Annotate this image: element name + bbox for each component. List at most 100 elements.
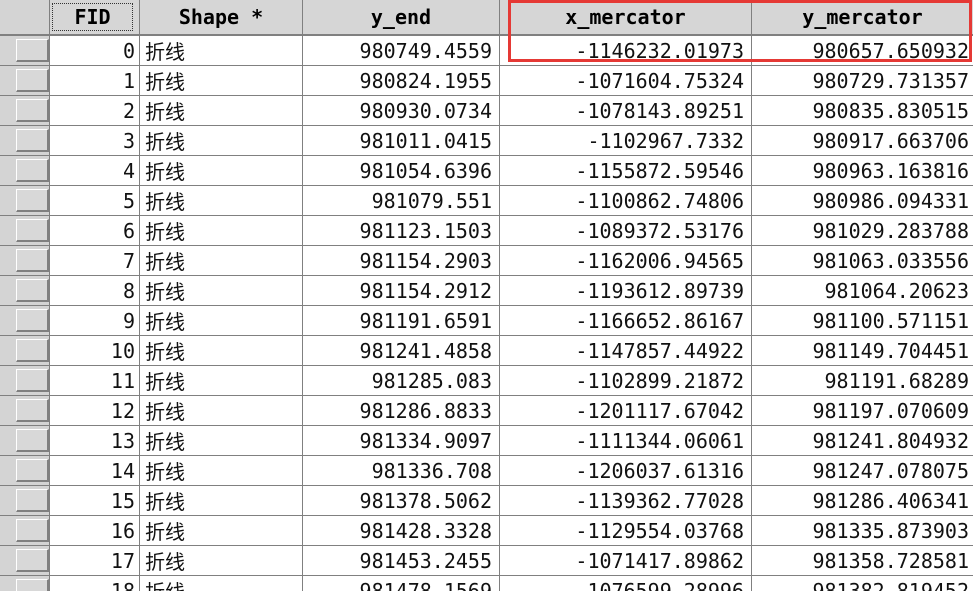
row-selector[interactable] — [0, 246, 50, 276]
row-selector[interactable] — [0, 456, 50, 486]
cell-y-mercator: 980986.094331 — [752, 186, 973, 216]
table-row[interactable]: 5 折线 981079.551 -1100862.74806 980986.094331 — [0, 186, 973, 216]
table-row[interactable]: 0 折线 980749.4559 -1146232.01973 980657.65093… — [0, 36, 973, 66]
column-header-fid[interactable]: FID — [50, 0, 140, 34]
row-selector-button[interactable] — [16, 159, 49, 182]
cell-fid: 18 — [50, 576, 140, 591]
row-selector[interactable] — [0, 516, 50, 546]
cell-x-mercator: -1193612.89739 — [500, 276, 752, 306]
row-selector-button[interactable] — [16, 69, 49, 92]
row-selector[interactable] — [0, 396, 50, 426]
cell-y-mercator: 981241.804932 — [752, 426, 973, 456]
cell-y-end: 981241.4858 — [303, 336, 500, 366]
cell-fid: 3 — [50, 126, 140, 156]
cell-x-mercator: -1206037.61316 — [500, 456, 752, 486]
cell-y-end: 981334.9097 — [303, 426, 500, 456]
row-selector-button[interactable] — [16, 399, 49, 422]
cell-shape: 折线 — [140, 276, 303, 306]
column-header-y-mercator[interactable]: y_mercator — [802, 5, 923, 29]
table-row[interactable]: 13 折线 981334.9097 -1111344.06061 981241.8049… — [0, 426, 973, 456]
cell-shape: 折线 — [140, 156, 303, 186]
row-selector-button[interactable] — [16, 549, 49, 572]
row-selector-button[interactable] — [16, 489, 49, 512]
row-selector[interactable] — [0, 546, 50, 576]
table-row[interactable]: 18折线981478.1569-1076599.28996981382.8194… — [0, 576, 973, 591]
table-row[interactable]: 1 折线 980824.1955 -1071604.75324 980729.73135… — [0, 66, 973, 96]
row-selector-button[interactable] — [16, 279, 49, 302]
table-row[interactable]: 11 折线 981285.083 -1102899.21872 981191.68289 — [0, 366, 973, 396]
row-selector-button[interactable] — [16, 39, 49, 62]
column-header-shape[interactable]: Shape * — [140, 0, 303, 34]
table-row[interactable]: 7 折线 981154.2903 -1162006.94565 981063.03355… — [0, 246, 973, 276]
cell-y-end: 981191.6591 — [303, 306, 500, 336]
row-selector[interactable] — [0, 126, 50, 156]
cell-shape: 折线 — [140, 546, 303, 576]
table-row[interactable]: 12 折线 981286.8833 -1201117.67042 981197.0706… — [0, 396, 973, 426]
cell-shape: 折线 — [140, 246, 303, 276]
cell-fid: 16 — [50, 516, 140, 546]
row-selector[interactable] — [0, 216, 50, 246]
cell-fid: 8 — [50, 276, 140, 306]
cell-fid: 6 — [50, 216, 140, 246]
table-row[interactable]: 10 折线 981241.4858 -1147857.44922 981149.7044… — [0, 336, 973, 366]
row-selector-button[interactable] — [16, 459, 49, 482]
row-selector-button[interactable] — [16, 369, 49, 392]
header-selector[interactable] — [0, 0, 50, 34]
table-row[interactable]: 9 折线 981191.6591 -1166652.86167 981100.57115… — [0, 306, 973, 336]
row-selector-button[interactable] — [16, 579, 49, 591]
row-selector[interactable] — [0, 276, 50, 306]
cell-y-mercator: 980729.731357 — [752, 66, 973, 96]
cell-shape: 折线 — [140, 126, 303, 156]
table-row[interactable]: 8 折线 981154.2912 -1193612.89739 981064.20623 — [0, 276, 973, 306]
row-selector-button[interactable] — [16, 339, 49, 362]
cell-x-mercator: -1155872.59546 — [500, 156, 752, 186]
cell-shape: 折线 — [140, 306, 303, 336]
table-row[interactable]: 15 折线 981378.5062 -1139362.77028 981286.4063… — [0, 486, 973, 516]
table-row[interactable]: 16 折线 981428.3328 -1129554.03768 981335.8739… — [0, 516, 973, 546]
cell-y-end: 981428.3328 — [303, 516, 500, 546]
row-selector[interactable] — [0, 426, 50, 456]
row-selector[interactable] — [0, 66, 50, 96]
column-header-y-end[interactable]: y_end — [303, 0, 500, 34]
row-selector[interactable] — [0, 486, 50, 516]
row-selector[interactable] — [0, 306, 50, 336]
row-selector-button[interactable] — [16, 99, 49, 122]
cell-shape: 折线 — [140, 36, 303, 66]
row-selector-button[interactable] — [16, 189, 49, 212]
cell-y-end: 981285.083 — [303, 366, 500, 396]
row-selector[interactable] — [0, 576, 50, 591]
cell-x-mercator: -1129554.03768 — [500, 516, 752, 546]
table-row[interactable]: 4 折线 981054.6396 -1155872.59546 980963.16381… — [0, 156, 973, 186]
row-selector-button[interactable] — [16, 219, 49, 242]
cell-shape: 折线 — [140, 96, 303, 126]
table-row[interactable]: 14 折线 981336.708 -1206037.61316 981247.07807… — [0, 456, 973, 486]
row-selector[interactable] — [0, 96, 50, 126]
row-selector[interactable] — [0, 156, 50, 186]
row-selector[interactable] — [0, 366, 50, 396]
cell-y-end: 981079.551 — [303, 186, 500, 216]
column-header-x-mercator[interactable]: x_mercator — [500, 0, 752, 34]
cell-y-end: 981336.708 — [303, 456, 500, 486]
cell-y-end: 981154.2912 — [303, 276, 500, 306]
row-selector-button[interactable] — [16, 309, 49, 332]
table-row[interactable]: 2 折线 980930.0734 -1078143.89251 980835.83051… — [0, 96, 973, 126]
cell-y-mercator: 980963.163816 — [752, 156, 973, 186]
cell-fid: 2 — [50, 96, 140, 126]
cell-y-mercator: 981358.728581 — [752, 546, 973, 576]
cell-x-mercator: -1111344.06061 — [500, 426, 752, 456]
cell-x-mercator: -1100862.74806 — [500, 186, 752, 216]
table-row[interactable]: 17 折线 981453.2455 -1071417.89862 981358.7285… — [0, 546, 973, 576]
cell-y-mercator: 981064.20623 — [752, 276, 973, 306]
row-selector-button[interactable] — [16, 519, 49, 542]
row-selector-button[interactable] — [16, 429, 49, 452]
row-selector-button[interactable] — [16, 249, 49, 272]
cell-fid: 14 — [50, 456, 140, 486]
cell-y-end: 981478.1569 — [303, 576, 500, 591]
table-row[interactable]: 6 折线 981123.1503 -1089372.53176 981029.28378… — [0, 216, 973, 246]
cell-shape: 折线 — [140, 336, 303, 366]
row-selector[interactable] — [0, 336, 50, 366]
row-selector-button[interactable] — [16, 129, 49, 152]
row-selector[interactable] — [0, 186, 50, 216]
table-row[interactable]: 3 折线 981011.0415 -1102967.7332 980917.663706 — [0, 126, 973, 156]
row-selector[interactable] — [0, 36, 50, 66]
